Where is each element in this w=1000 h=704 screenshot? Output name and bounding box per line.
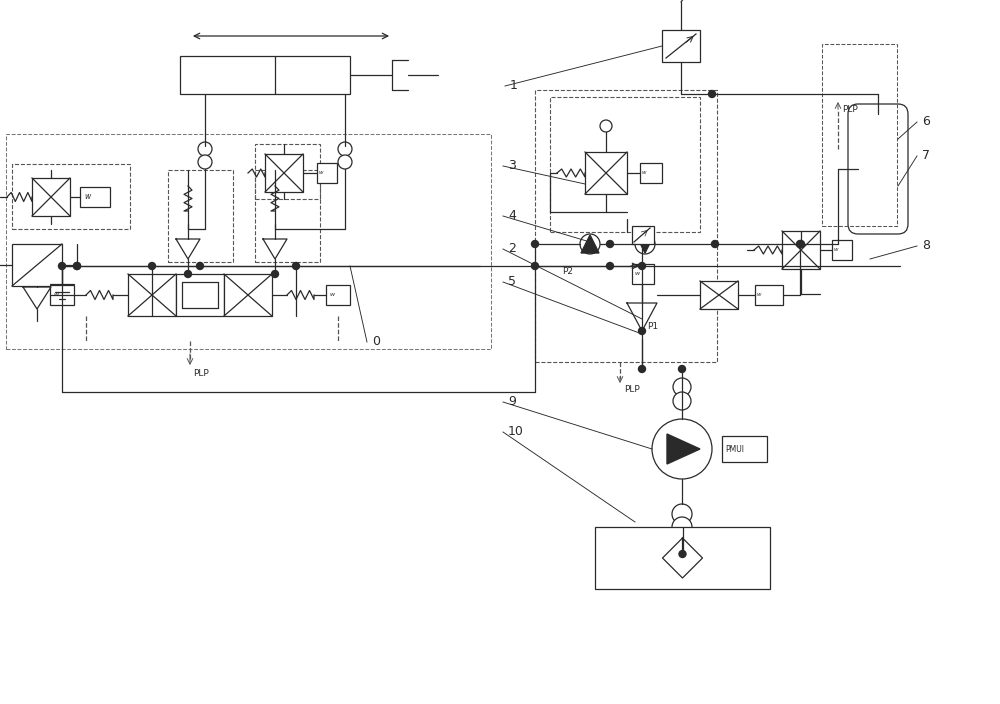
Bar [317, 163, 337, 183]
Text: w: w [634, 272, 639, 277]
Circle shape [639, 327, 646, 334]
Bar [80, 187, 110, 207]
Bar [326, 285, 350, 305]
Text: PLP: PLP [193, 369, 209, 378]
Circle shape [678, 365, 686, 372]
Bar [176, 274, 224, 316]
Polygon shape [636, 235, 654, 253]
Circle shape [532, 241, 538, 248]
Circle shape [292, 263, 300, 270]
Circle shape [606, 263, 614, 270]
Circle shape [708, 91, 716, 97]
Text: PLP: PLP [842, 105, 858, 114]
Bar [755, 285, 783, 305]
Circle shape [642, 241, 648, 248]
Bar [12, 164, 130, 229]
Bar [255, 170, 320, 262]
Circle shape [673, 392, 691, 410]
FancyBboxPatch shape [848, 104, 908, 234]
Text: PLP: PLP [624, 385, 640, 394]
Text: w: w [757, 292, 762, 298]
Circle shape [673, 378, 691, 396]
Circle shape [672, 517, 692, 537]
Text: 0: 0 [372, 336, 380, 348]
Circle shape [148, 263, 156, 270]
Circle shape [58, 263, 66, 270]
Circle shape [796, 241, 804, 248]
Text: 1: 1 [510, 80, 518, 92]
Bar [632, 226, 654, 244]
Circle shape [532, 263, 538, 270]
Circle shape [74, 263, 80, 270]
Bar [585, 152, 627, 194]
Text: w: w [834, 248, 838, 253]
Circle shape [639, 365, 646, 372]
Text: 8: 8 [922, 239, 930, 253]
Bar [255, 144, 320, 199]
Bar [700, 281, 738, 309]
Bar [224, 274, 272, 316]
Text: PMUI: PMUI [725, 444, 744, 453]
Bar [640, 163, 662, 183]
Bar [632, 264, 654, 284]
Polygon shape [667, 434, 700, 464]
Circle shape [600, 120, 612, 132]
Bar [662, 30, 700, 62]
Bar [32, 178, 70, 216]
Text: 6: 6 [922, 115, 930, 129]
Bar [832, 240, 852, 260]
Bar [782, 231, 820, 269]
Text: w: w [329, 292, 334, 298]
Circle shape [652, 419, 712, 479]
Circle shape [338, 155, 352, 169]
Bar [535, 90, 717, 362]
Circle shape [639, 263, 646, 270]
Circle shape [635, 234, 655, 254]
Circle shape [679, 551, 686, 558]
Circle shape [606, 241, 614, 248]
Circle shape [198, 155, 212, 169]
Bar [822, 44, 897, 226]
Text: 9: 9 [508, 396, 516, 408]
Bar [168, 170, 233, 262]
Bar [180, 56, 350, 94]
Text: w: w [84, 192, 90, 201]
Text: w: w [642, 170, 646, 175]
Circle shape [74, 263, 80, 270]
Circle shape [798, 241, 804, 248]
Circle shape [672, 504, 692, 524]
Circle shape [184, 270, 192, 277]
Bar [12, 244, 62, 286]
Circle shape [338, 142, 352, 156]
Bar [550, 97, 700, 232]
Polygon shape [581, 235, 599, 253]
Bar [6, 134, 491, 349]
Circle shape [580, 234, 600, 254]
Bar [50, 285, 74, 305]
Bar [128, 274, 176, 316]
Circle shape [834, 241, 842, 248]
Text: w: w [319, 170, 324, 175]
Text: 4: 4 [508, 210, 516, 222]
Circle shape [196, 263, 204, 270]
Text: 7: 7 [922, 149, 930, 163]
Bar [265, 154, 303, 192]
Text: 3: 3 [508, 160, 516, 172]
Circle shape [712, 241, 718, 248]
Text: P2: P2 [562, 267, 573, 276]
Text: 10: 10 [508, 425, 524, 439]
Bar [722, 436, 767, 462]
Bar [595, 527, 770, 589]
Circle shape [198, 142, 212, 156]
Circle shape [586, 241, 594, 248]
Circle shape [272, 270, 278, 277]
Text: 2: 2 [508, 242, 516, 256]
Text: w: w [53, 292, 58, 298]
Text: 5: 5 [508, 275, 516, 289]
Text: P1: P1 [647, 322, 658, 331]
